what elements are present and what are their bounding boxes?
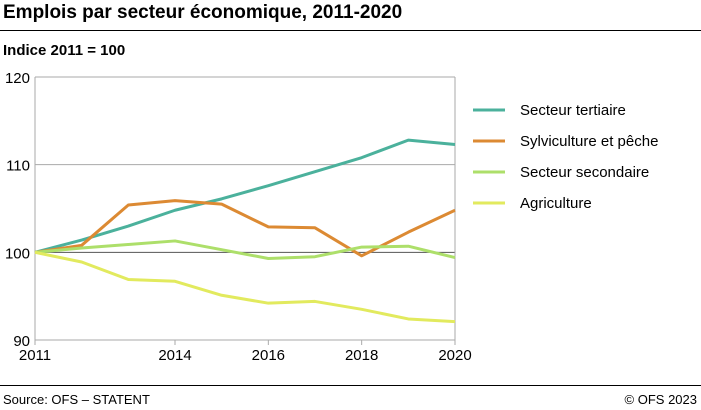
title-rule	[0, 30, 701, 31]
footer-rule	[0, 385, 701, 386]
x-tick-label: 2011	[19, 347, 51, 364]
legend-label: Secteur secondaire	[520, 164, 649, 181]
legend-label: Agriculture	[520, 195, 592, 212]
y-tick-label: 110	[6, 158, 30, 175]
series-line-0	[34, 138, 456, 254]
legend-label: Sylviculture et pêche	[520, 133, 658, 150]
chart-subtitle: Indice 2011 = 100	[3, 42, 126, 59]
y-tick-label: 90	[13, 333, 30, 350]
y-tick-label: 100	[5, 245, 30, 262]
x-tick-label: 2020	[438, 347, 471, 364]
series-line-1	[34, 199, 456, 258]
x-tick-label: 2018	[345, 347, 378, 364]
copyright-note: © OFS 2023	[624, 392, 697, 407]
chart-title: Emplois par secteur économique, 2011-202…	[3, 2, 403, 23]
source-note: Source: OFS – STATENT	[3, 392, 150, 407]
y-tick-label: 120	[5, 70, 30, 87]
legend-label: Secteur tertiaire	[520, 102, 626, 119]
x-tick-label: 2016	[252, 347, 285, 364]
series-line-2	[34, 239, 456, 260]
x-tick-label: 2014	[158, 347, 191, 364]
series-line-3	[34, 250, 456, 324]
